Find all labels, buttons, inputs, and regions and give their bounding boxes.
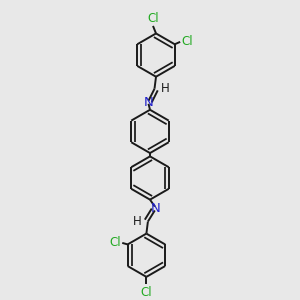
Text: H: H bbox=[161, 82, 170, 95]
Text: N: N bbox=[151, 202, 160, 214]
Text: Cl: Cl bbox=[110, 236, 121, 249]
Text: N: N bbox=[144, 96, 153, 109]
Text: Cl: Cl bbox=[182, 35, 193, 48]
Text: Cl: Cl bbox=[147, 12, 159, 25]
Text: Cl: Cl bbox=[141, 286, 152, 298]
Text: H: H bbox=[133, 215, 141, 228]
